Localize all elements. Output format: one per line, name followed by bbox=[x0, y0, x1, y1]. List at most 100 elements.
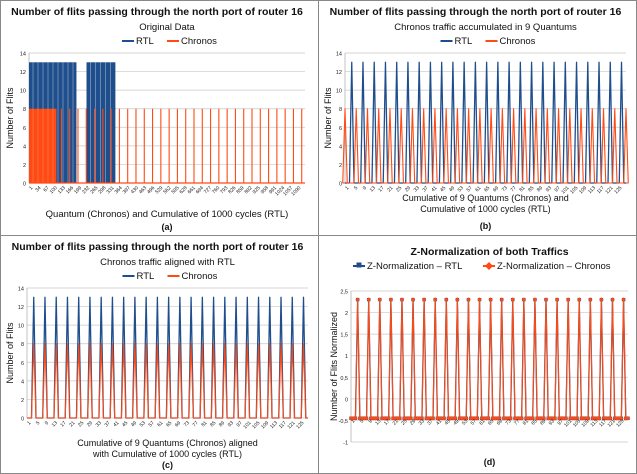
x-tick-label: 430 bbox=[130, 185, 140, 195]
chart-b: Number of flits passing through the nort… bbox=[323, 6, 629, 231]
y-tick-label: 8 bbox=[23, 107, 26, 113]
chronos-point bbox=[550, 416, 555, 421]
chart-subtitle: Original Data bbox=[139, 22, 195, 33]
y-tick-label: 6 bbox=[339, 126, 342, 132]
x-tick-label: 463 bbox=[138, 185, 148, 195]
chronos-point bbox=[503, 416, 509, 421]
chronos-point bbox=[435, 416, 440, 421]
x-tick-label: 21 bbox=[68, 420, 76, 428]
x-tick-label: 33 bbox=[413, 185, 421, 193]
x-tick-label: 117 bbox=[596, 185, 606, 195]
chart-title: Number of flits passing through the nort… bbox=[12, 241, 304, 253]
x-tick-label: 85 bbox=[209, 420, 217, 428]
chronos-point bbox=[397, 416, 402, 421]
x-tick-label: 25 bbox=[77, 420, 85, 428]
chronos-point bbox=[481, 416, 487, 421]
chronos-point bbox=[501, 416, 507, 421]
chronos-point bbox=[577, 297, 582, 302]
chronos-point bbox=[428, 416, 433, 421]
x-tick-label: 166 bbox=[65, 185, 75, 195]
x-tick-label: 89 bbox=[539, 418, 547, 426]
x-tick-label: 892 bbox=[244, 185, 254, 195]
y-tick-label: 0 bbox=[339, 182, 342, 188]
chronos-point bbox=[359, 416, 365, 421]
x-tick-label: 5 bbox=[35, 420, 41, 426]
y-tick-label: 0 bbox=[23, 182, 26, 188]
x-tick-label: 125 bbox=[295, 420, 305, 430]
x-tick-label: 61 bbox=[474, 185, 482, 193]
x-tick-label: 5 bbox=[359, 418, 365, 424]
x-tick-label: 826 bbox=[227, 185, 237, 195]
x-tick-label: 113 bbox=[269, 420, 279, 430]
y-axis-label: Number of Flits bbox=[5, 322, 15, 384]
x-tick-label: 73 bbox=[501, 185, 509, 193]
x-tick-label: 1 bbox=[28, 185, 34, 191]
x-tick-label: 1 bbox=[344, 185, 350, 191]
chronos-point bbox=[348, 416, 354, 421]
y-tick-label: 10 bbox=[18, 324, 24, 330]
y-tick-label: 2 bbox=[21, 398, 24, 404]
chronos-point bbox=[579, 416, 584, 421]
chronos-point bbox=[559, 416, 564, 421]
chronos-point bbox=[472, 416, 478, 421]
x-tick-label: 77 bbox=[513, 418, 521, 426]
x-tick-label: 61 bbox=[156, 420, 164, 428]
legend-label-rtl: RTL bbox=[455, 36, 473, 47]
x-tick-label: 17 bbox=[377, 185, 385, 193]
x-tick-label: 53 bbox=[457, 185, 465, 193]
x-tick-label: 45 bbox=[444, 418, 452, 426]
chronos-point bbox=[588, 297, 593, 302]
x-tick-label: 113 bbox=[587, 185, 597, 195]
x-tick-label: 85 bbox=[527, 185, 535, 193]
chronos-series-line bbox=[27, 343, 308, 419]
chronos-point bbox=[368, 416, 374, 421]
x-tick-label: 65 bbox=[483, 185, 491, 193]
chronos-point bbox=[433, 297, 438, 302]
x-tick-label: 9 bbox=[368, 418, 374, 424]
chronos-point bbox=[424, 416, 429, 421]
x-tick-label: 595 bbox=[170, 185, 180, 195]
chronos-point bbox=[459, 416, 464, 421]
x-tick-label: 53 bbox=[461, 418, 469, 426]
chronos-point bbox=[554, 297, 560, 302]
x-tick-label: 33 bbox=[95, 420, 103, 428]
chronos-point bbox=[375, 416, 380, 421]
chronos-point bbox=[413, 416, 418, 421]
chronos-point bbox=[510, 297, 515, 302]
legend-label-rtl: Z-Normalization – RTL bbox=[367, 261, 462, 272]
chronos-point bbox=[401, 416, 407, 421]
chronos-point bbox=[457, 416, 462, 421]
chronos-point bbox=[495, 416, 500, 421]
chronos-point bbox=[532, 297, 538, 302]
y-tick-label: 2 bbox=[345, 311, 348, 317]
y-tick-label: 10 bbox=[336, 89, 342, 95]
x-tick-label: 109 bbox=[578, 185, 588, 195]
chronos-point bbox=[596, 416, 602, 421]
panel-d: Z-Normalization of both Traffics Z-Normal… bbox=[319, 236, 636, 473]
y-tick-label: 14 bbox=[336, 52, 342, 58]
chronos-point bbox=[608, 416, 613, 421]
x-tick-label: 232 bbox=[81, 185, 91, 195]
x-tick-label: 105 bbox=[569, 185, 579, 195]
x-tick-label: 109 bbox=[581, 418, 591, 428]
chronos-point bbox=[351, 416, 356, 421]
y-tick-label: 2 bbox=[339, 163, 342, 169]
x-tick-label: 53 bbox=[139, 420, 147, 428]
x-tick-label: 113 bbox=[589, 418, 599, 428]
chronos-point bbox=[543, 297, 549, 302]
chronos-point bbox=[477, 297, 482, 302]
x-axis-label: Quantum (Chronos) and Cumulative of 1000… bbox=[46, 209, 289, 220]
chronos-point bbox=[616, 416, 622, 421]
chronos-block bbox=[29, 108, 57, 183]
x-axis-label-line2: Cumulative of 1000 cycles (RTL) bbox=[420, 204, 550, 214]
x-tick-label: 925 bbox=[252, 185, 262, 195]
chronos-point bbox=[406, 416, 411, 421]
chronos-point bbox=[421, 297, 427, 302]
x-tick-label: 117 bbox=[598, 418, 608, 428]
y-tick-label: 6 bbox=[21, 361, 24, 367]
x-tick-label: 25 bbox=[395, 185, 403, 193]
chronos-point bbox=[506, 416, 511, 421]
chronos-point bbox=[450, 416, 456, 421]
chronos-point bbox=[541, 416, 546, 421]
chronos-point bbox=[399, 297, 405, 302]
